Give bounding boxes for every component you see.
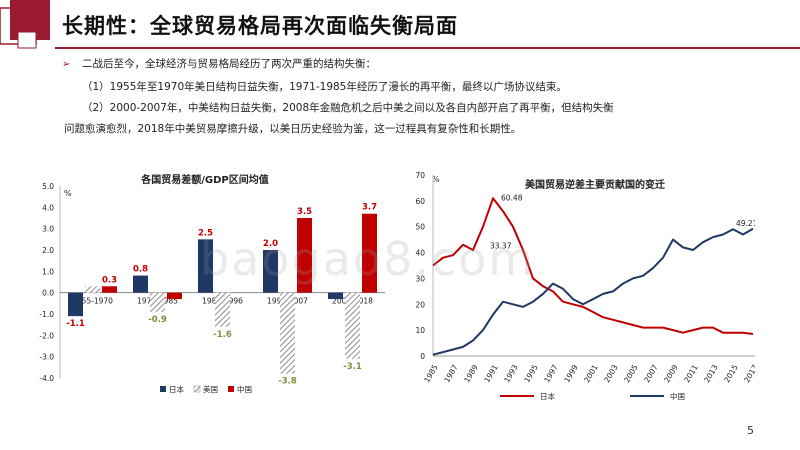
x-tick-label: 1997 xyxy=(542,363,559,384)
line-chart: 美国贸易逆差主要贡献国的变迁 % 0 10 20 30 40 50 60 70 1985 1987… xyxy=(415,171,755,401)
x-tick-label: 2015 xyxy=(722,363,739,384)
x-tick-label: 1985 xyxy=(422,363,439,384)
legend-label: 美国 xyxy=(203,384,218,394)
legend-label: 中国 xyxy=(670,391,685,401)
series-line-日本 xyxy=(432,197,754,335)
x-tick-label: 2001 xyxy=(582,363,599,384)
x-tick-label: 2011 xyxy=(682,363,699,384)
bar-chart-unit: % xyxy=(64,189,72,198)
bar-美国-0 xyxy=(85,286,100,293)
data-label: 2.0 xyxy=(263,239,278,249)
annotation-label: 33.37 xyxy=(490,242,512,251)
y-tick-label: 10 xyxy=(415,326,425,335)
bar-美国-3 xyxy=(280,292,295,374)
legend-label: 日本 xyxy=(169,384,184,394)
y-tick-label: 50 xyxy=(415,223,425,232)
title-divider xyxy=(55,47,800,49)
bar-中国-4 xyxy=(362,213,377,293)
data-label: -0.9 xyxy=(148,315,167,325)
line-chart-unit: % xyxy=(432,175,440,184)
bar-美国-1 xyxy=(150,292,165,312)
watermark: baogao8.com xyxy=(200,232,536,286)
y-tick-label: 3.0 xyxy=(42,225,54,234)
y-tick-label: 5.0 xyxy=(42,182,54,191)
y-tick-label: -1.0 xyxy=(39,310,54,319)
series-line-中国 xyxy=(432,227,754,356)
x-tick-label: 2017 xyxy=(742,363,755,384)
legend-label: 日本 xyxy=(540,391,555,401)
bullet-arrow-icon: ➢ xyxy=(62,59,71,70)
bar-日本-2 xyxy=(198,239,213,293)
data-label: 0.3 xyxy=(102,275,117,285)
x-tick-label: 1995 xyxy=(522,363,539,384)
data-label: 3.7 xyxy=(362,203,377,213)
annotation-label: 49.21 xyxy=(736,219,755,228)
y-tick-label: -3.0 xyxy=(39,353,54,362)
point-2-line-1: （2）2000-2007年，中美结构日益失衡，2008年金融危机之后中美之间以及… xyxy=(82,102,614,114)
bar-chart-title: 各国贸易差额/GDP区间均值 xyxy=(140,173,269,186)
y-tick-label: 40 xyxy=(415,249,425,258)
data-label: 0.8 xyxy=(133,265,148,275)
y-tick-label: 0 xyxy=(420,352,425,361)
x-tick-label: 1999 xyxy=(562,363,579,384)
bullet-intro: 二战后至今，全球经济与贸易格局经历了两次严重的结构失衡： xyxy=(82,58,376,70)
x-tick-label: 1987 xyxy=(442,363,459,384)
y-tick-label: 30 xyxy=(415,274,425,283)
y-tick-label: 1.0 xyxy=(42,267,54,276)
x-tick-label: 2009 xyxy=(662,363,679,384)
point-1: （1）1955年至1970年美日结构日益失衡，1971-1985年经历了漫长的再… xyxy=(82,81,567,93)
bar-中国-0 xyxy=(102,286,117,293)
page-title: 长期性：全球贸易格局再次面临失衡局面 xyxy=(62,14,458,38)
line-chart-title: 美国贸易逆差主要贡献国的变迁 xyxy=(525,178,665,191)
y-tick-label: -2.0 xyxy=(39,331,54,340)
legend-swatch xyxy=(160,386,166,392)
x-tick-label: 2003 xyxy=(602,363,619,384)
y-tick-label: 2.0 xyxy=(42,246,54,255)
x-tick-label: 1993 xyxy=(502,363,519,384)
legend-label: 中国 xyxy=(237,384,252,394)
y-tick-label: 60 xyxy=(415,197,425,206)
legend-swatch xyxy=(228,386,234,392)
point-2-line-2: 问题愈演愈烈，2018年中美贸易摩擦升级，以美日历史经验为鉴，这一过程具有复杂性… xyxy=(64,123,522,135)
y-tick-label: -4.0 xyxy=(39,374,54,383)
data-label: -3.8 xyxy=(278,377,297,387)
data-label: -1.6 xyxy=(213,330,232,340)
bar-美国-4 xyxy=(345,292,360,359)
data-label: 2.5 xyxy=(198,228,213,238)
data-label: 3.5 xyxy=(297,207,312,217)
y-tick-label: 4.0 xyxy=(42,203,54,212)
bar-中国-1 xyxy=(167,292,182,300)
page-number: 5 xyxy=(747,424,754,437)
x-tick-label: 2013 xyxy=(702,363,719,384)
annotation-label: 60.48 xyxy=(501,193,523,202)
x-tick-label: 1955-1970 xyxy=(72,297,113,306)
bar-chart: 各国贸易差额/GDP区间均值 % 5.0 4.0 3.0 2.0 1.0 0.0 -1.0 -… xyxy=(39,173,385,394)
bar-日本-3 xyxy=(263,250,278,293)
y-tick-label: 20 xyxy=(415,300,425,309)
bar-日本-4 xyxy=(328,292,343,300)
data-label: -1.1 xyxy=(66,319,85,329)
data-label: -3.1 xyxy=(343,362,362,372)
bar-日本-1 xyxy=(133,275,148,293)
y-tick-label: 0.0 xyxy=(42,289,54,298)
bar-中国-3 xyxy=(297,218,312,293)
bar-美国-2 xyxy=(215,292,230,327)
x-tick-label: 2005 xyxy=(622,363,639,384)
x-tick-label: 1991 xyxy=(482,363,499,384)
header-decoration xyxy=(0,0,50,49)
x-tick-label: 2007 xyxy=(642,363,659,384)
y-tick-label: 70 xyxy=(415,171,425,180)
x-tick-label: 1989 xyxy=(462,363,479,384)
legend-swatch xyxy=(193,385,201,393)
bar-日本-0 xyxy=(68,292,83,317)
